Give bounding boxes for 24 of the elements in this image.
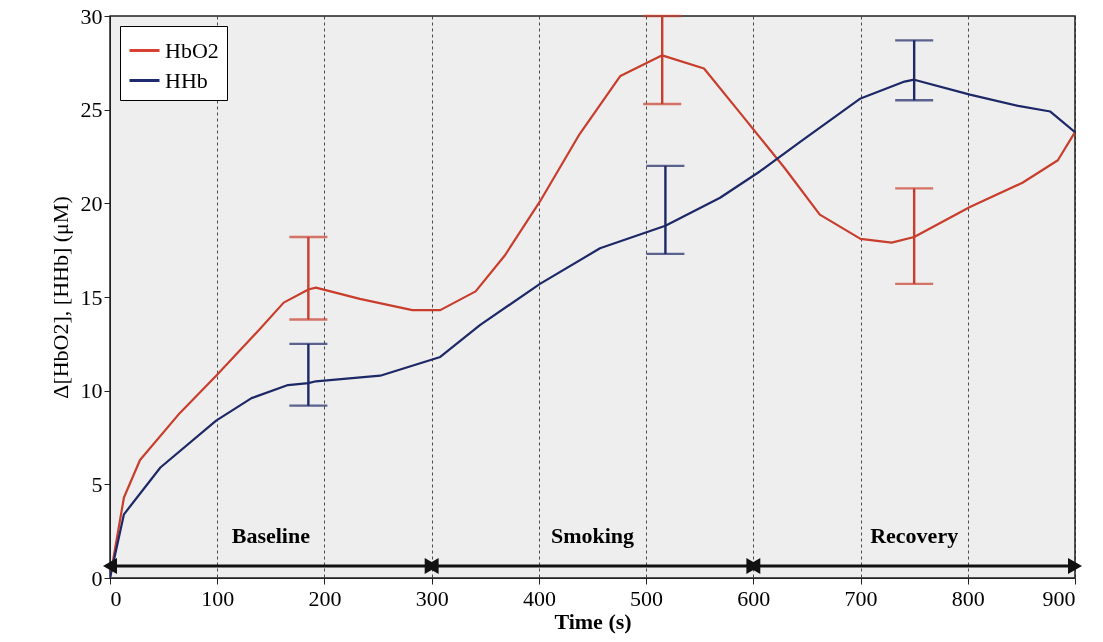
band-label: Smoking — [550, 523, 635, 548]
y-tick-label: 20 — [80, 190, 103, 216]
x-tick-label: 800 — [951, 585, 985, 611]
x-tick-label: 600 — [737, 585, 771, 611]
y-axis-title: Δ[HbO2], [HHb] (μM) — [47, 196, 73, 399]
band-label: Recovery — [870, 523, 959, 548]
x-axis-title: Time (s) — [554, 608, 632, 634]
legend-label: HbO2 — [165, 37, 219, 63]
y-tick-label: 25 — [80, 97, 103, 123]
x-tick-label: 700 — [844, 585, 878, 611]
x-tick-label: 500 — [630, 585, 664, 611]
x-tick-label: 300 — [415, 585, 449, 611]
x-tick-label: 900 — [1042, 585, 1076, 611]
y-tick-label: 0 — [91, 565, 103, 591]
x-tick-label: 0 — [110, 585, 122, 611]
x-tick-label: 400 — [522, 585, 556, 611]
y-tick-label: 10 — [80, 378, 103, 404]
band-label: Baseline — [231, 523, 311, 548]
legend-label: HHb — [165, 67, 208, 93]
y-tick-label: 15 — [80, 284, 103, 310]
x-tick-label: 200 — [308, 585, 342, 611]
x-tick-label: 100 — [201, 585, 235, 611]
y-tick-label: 5 — [91, 471, 103, 497]
y-tick-label: 30 — [80, 3, 103, 29]
